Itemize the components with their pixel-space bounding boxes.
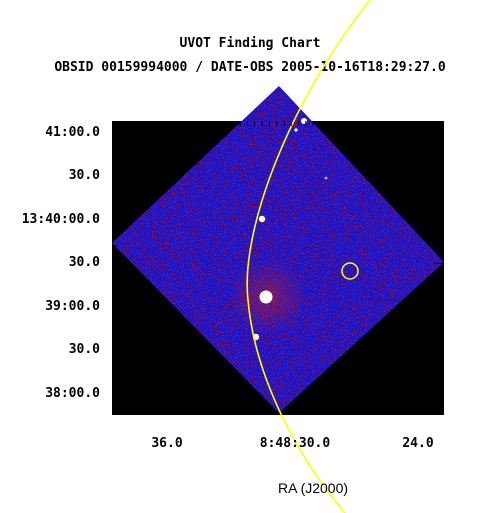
x-tick-label: 8:48:30.0 [259,436,331,451]
chart-title: UVOT Finding Chart [179,36,321,51]
star [294,128,298,132]
y-tick-label: 13:40:00.0 [21,212,100,227]
chart-subtitle: OBSID 00159994000 / DATE-OBS 2005-10-16T… [54,60,446,75]
source-marker-circle [341,262,359,280]
star [324,176,328,180]
y-tick-label: 39:00.0 [45,299,100,314]
y-tick-label: 30.0 [68,342,100,357]
bright-star [259,290,273,304]
axis-ticks [112,121,444,415]
error-circle-arc [246,0,371,513]
y-tick-label: 30.0 [68,168,100,183]
y-tick-label: 30.0 [68,255,100,270]
x-axis-label: RA (J2000) [278,480,349,496]
star [258,215,266,223]
x-tick-label: 36.0 [151,436,183,451]
y-tick-label: 41:00.0 [45,125,100,140]
x-tick-label: 24.0 [402,436,434,451]
y-tick-label: 38:00.0 [45,386,100,401]
